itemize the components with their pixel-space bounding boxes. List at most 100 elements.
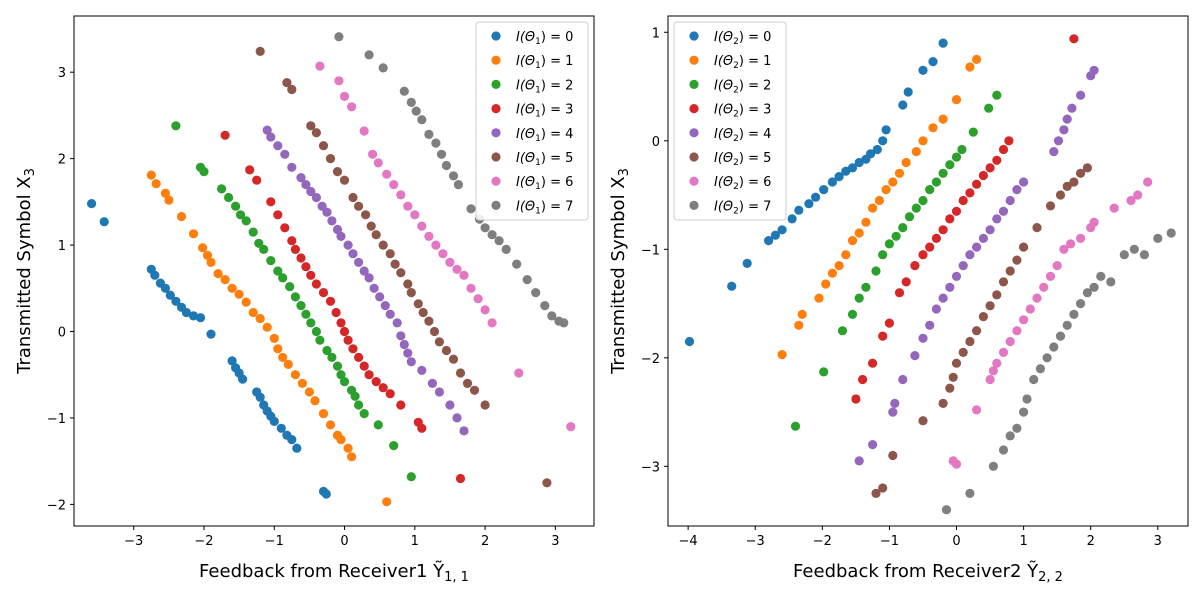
data-point [972, 54, 982, 64]
data-point [361, 210, 371, 220]
data-point [220, 275, 230, 285]
data-point [978, 233, 989, 243]
x-tick-label: −3 [124, 534, 143, 549]
series-4 [262, 125, 469, 436]
data-point [448, 354, 459, 364]
data-point [396, 400, 406, 410]
data-point [945, 282, 955, 292]
y-tick-label: 1 [652, 26, 660, 41]
y-axis-label: Transmitted Symbol X3 [14, 168, 38, 375]
data-point [266, 197, 276, 207]
data-point [301, 262, 311, 272]
data-point [348, 249, 358, 259]
legend-label: I(Θ2) = 4 [714, 127, 771, 144]
data-point [992, 290, 1002, 300]
data-point [797, 309, 807, 319]
data-point [241, 297, 251, 307]
data-point [884, 318, 895, 328]
data-point [273, 266, 283, 276]
data-point [965, 488, 975, 498]
data-point [827, 177, 838, 187]
data-point [441, 160, 451, 171]
data-point [417, 221, 427, 231]
series-6 [948, 177, 1153, 469]
data-point [542, 478, 552, 488]
legend-label: I(Θ1) = 4 [516, 127, 573, 144]
legend-label: I(Θ2) = 0 [714, 30, 771, 47]
data-point [834, 261, 844, 271]
data-point [336, 231, 346, 241]
data-point [938, 293, 948, 303]
data-point [985, 301, 995, 311]
data-point [195, 313, 206, 323]
data-point [202, 250, 213, 260]
data-point [438, 249, 448, 259]
data-point [176, 211, 187, 222]
data-point [411, 106, 421, 116]
data-point [373, 420, 383, 430]
data-point [1143, 177, 1153, 187]
data-point [347, 102, 357, 112]
data-point [958, 261, 968, 271]
data-point [371, 377, 381, 387]
data-point [311, 279, 321, 289]
data-point [406, 472, 416, 482]
data-point [390, 259, 400, 269]
data-point [972, 405, 982, 415]
legend-marker [689, 176, 699, 186]
data-point [878, 136, 888, 146]
data-point [790, 421, 801, 431]
legend-item: I(Θ1) = 1 [491, 54, 573, 71]
data-point [255, 313, 265, 324]
data-point [918, 250, 928, 260]
data-point [901, 157, 911, 168]
data-point [890, 398, 900, 408]
data-point [1069, 309, 1079, 319]
data-point [501, 244, 511, 254]
data-point [306, 121, 316, 131]
x-tick-label: 0 [340, 534, 348, 549]
data-point [1019, 177, 1029, 187]
data-point [951, 206, 962, 216]
data-point [770, 230, 781, 240]
data-point [918, 195, 928, 206]
data-point [884, 239, 895, 249]
data-point [469, 385, 480, 395]
legend-item: I(Θ1) = 4 [491, 127, 573, 144]
legend-box [475, 21, 589, 221]
data-point [455, 473, 466, 484]
data-point [310, 396, 320, 406]
data-point [396, 268, 406, 278]
data-point [385, 309, 395, 319]
data-point [354, 352, 364, 362]
x-tick-label: −2 [194, 534, 213, 549]
data-point [1062, 114, 1072, 124]
data-point [287, 435, 297, 445]
data-point [1045, 201, 1056, 211]
data-point [1039, 282, 1049, 292]
data-point [871, 488, 881, 498]
data-point [318, 288, 329, 298]
data-point [684, 336, 695, 347]
data-point [1066, 239, 1076, 249]
data-point [992, 358, 1002, 368]
data-point [296, 173, 306, 183]
data-point [171, 121, 181, 131]
x-axis-label: Feedback from Receiver1 Ỹ1, 1 [199, 560, 469, 585]
data-point [1069, 34, 1079, 44]
data-point [858, 374, 868, 385]
data-point [269, 333, 279, 343]
data-point [804, 199, 814, 209]
series-3 [851, 34, 1079, 404]
y-tick-label: −3 [641, 460, 660, 475]
data-point [473, 294, 483, 304]
data-point [417, 423, 427, 433]
data-point [540, 301, 550, 311]
data-point [466, 283, 476, 293]
data-point [296, 301, 306, 311]
data-point [918, 136, 928, 146]
legend-label: I(Θ2) = 2 [714, 78, 771, 95]
legend-marker [491, 176, 501, 186]
data-point [1004, 136, 1014, 146]
data-point [248, 307, 258, 318]
